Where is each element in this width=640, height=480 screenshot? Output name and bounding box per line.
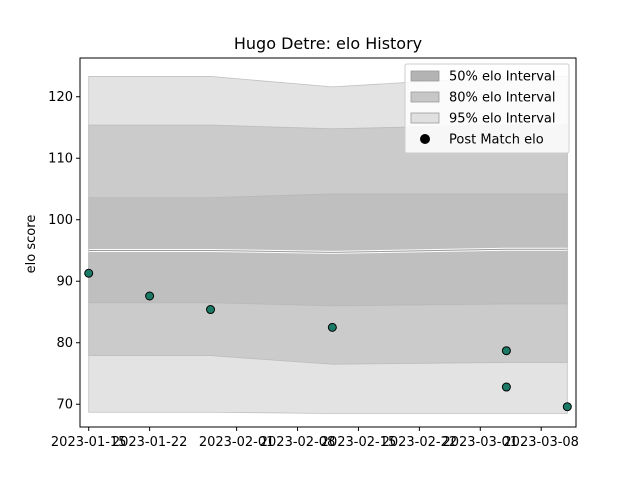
data-point-5 [501,382,511,392]
band-50pct-elo-interval [88,193,568,307]
x-tick-label: 2023-02-22 [382,435,458,450]
legend-label: Post Match elo [449,133,544,148]
legend-swatch-95pct-elo-interval [410,112,440,124]
legend-label: 50% elo Interval [449,70,556,85]
data-point-1 [145,291,155,301]
y-tick-label: 70 [56,398,73,413]
data-point-4 [501,346,511,356]
y-tick-label: 90 [56,275,73,290]
y-tick-label: 120 [48,90,73,105]
data-point-6 [562,402,572,412]
legend-label: 80% elo Interval [449,91,556,106]
x-tick-label: 2023-02-15 [321,435,397,450]
plot-frame [79,57,577,428]
post-match-points [84,268,572,412]
legend-swatch-80pct-elo-interval [410,91,440,103]
legend: 50% elo Interval 80% elo Interval 95% elo … [404,63,570,154]
x-tick-label: 2023-03-08 [503,435,579,450]
legend-marker-post-match [420,134,430,144]
y-tick-label: 80 [56,336,73,351]
data-point-0 [84,268,94,278]
y-tick-label: 100 [48,213,73,228]
legend-swatch-50pct-elo-interval [410,70,440,82]
y-axis-label: elo score [24,215,39,274]
x-tick-label: 2023-02-01 [199,435,275,450]
mean-line-path [88,248,568,253]
x-tick-label: 2023-02-08 [260,435,336,450]
interval-bands [88,76,568,414]
legend-box [404,63,570,154]
chart-title: Hugo Detre: elo History [234,34,422,53]
data-point-2 [206,305,216,315]
x-tick-label: 2023-03-01 [442,435,518,450]
x-tick-label: 2023-01-15 [51,435,127,450]
y-tick-label: 110 [48,152,73,167]
mean-line [88,247,568,254]
legend-label: 95% elo Interval [449,112,556,127]
data-point-3 [327,322,337,332]
x-tick-label: 2023-01-22 [112,435,188,450]
